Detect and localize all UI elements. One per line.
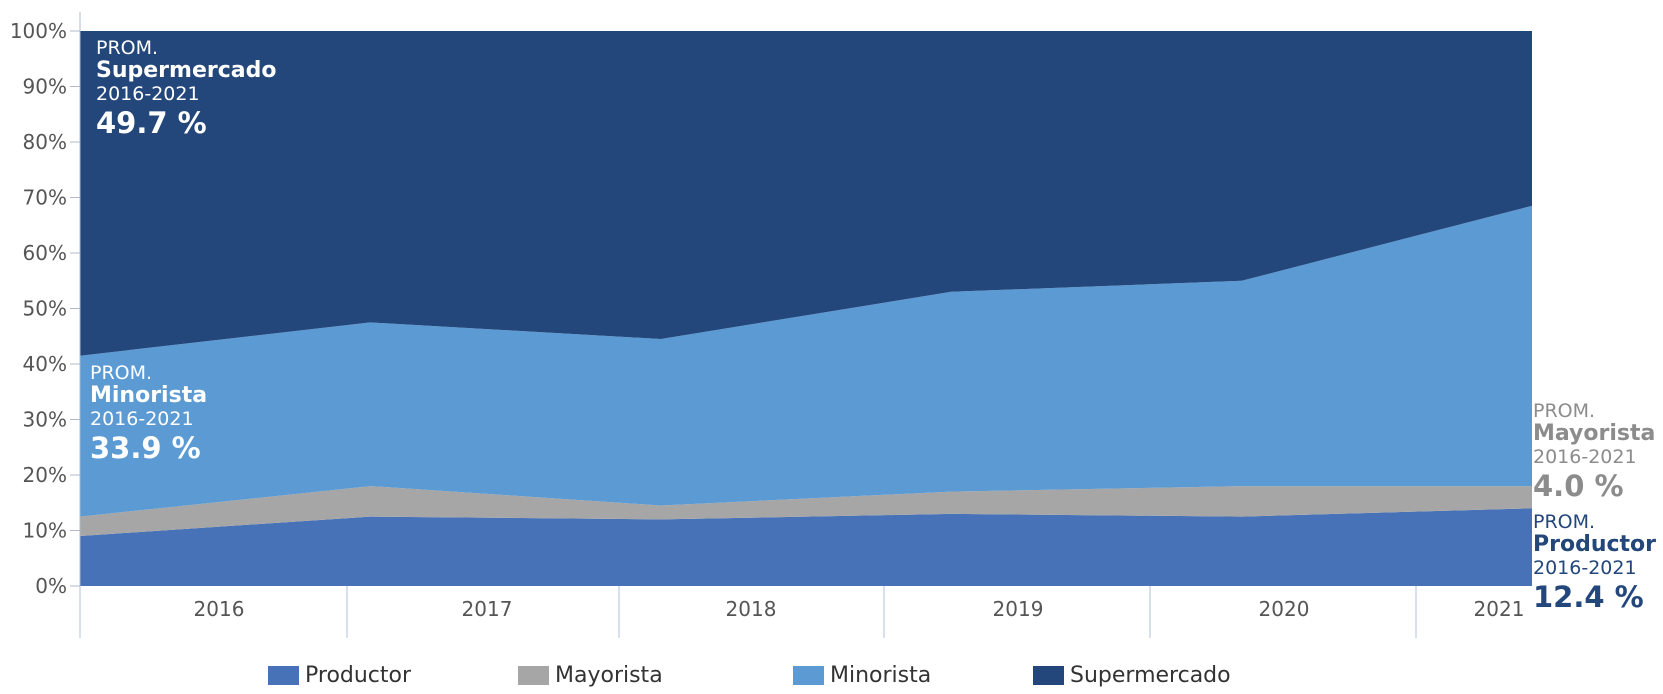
y-tick-label: 10%: [23, 519, 67, 543]
legend-label-supermercado: Supermercado: [1070, 662, 1231, 688]
annotation-minorista-name: Minorista: [90, 383, 208, 409]
legend-swatch-supermercado: [1033, 665, 1064, 685]
annotation-supermercado-name: Supermercado: [96, 58, 277, 84]
y-tick-label: 90%: [23, 75, 67, 99]
annotation-productor-name: Productor: [1533, 532, 1657, 558]
annotation-minorista-prefix: PROM.: [90, 362, 153, 384]
x-tick-label: 2017: [462, 597, 513, 621]
y-tick-label: 20%: [23, 463, 67, 487]
annotation-supermercado: PROM. Supermercado 2016-2021 49.7 %: [96, 37, 277, 141]
x-tick-label: 2018: [726, 597, 777, 621]
area-productor: [80, 508, 1532, 586]
legend-item-supermercado: Supermercado: [1033, 663, 1231, 688]
legend: Productor Mayorista Minorista Supermerca…: [268, 660, 1231, 690]
annotation-productor-prefix: PROM.: [1533, 511, 1596, 533]
legend-label-mayorista: Mayorista: [555, 662, 663, 688]
y-tick-label: 70%: [23, 186, 67, 210]
y-tick-label: 30%: [23, 408, 67, 432]
x-tick-label: 2021: [1474, 597, 1525, 621]
annotation-productor: PROM. Productor 2016-2021 12.4 %: [1533, 511, 1657, 615]
annotation-minorista-value: 33.9 %: [90, 431, 201, 466]
legend-swatch-mayorista: [518, 665, 549, 685]
axes: 0% 10% 20% 30% 40% 50% 60% 70% 80% 90% 100% 2016 201…: [10, 12, 1525, 638]
legend-label-minorista: Minorista: [830, 662, 932, 688]
legend-item-mayorista: Mayorista: [518, 663, 793, 688]
area-mayorista: [80, 486, 1532, 536]
y-tick-label: 0%: [35, 574, 67, 598]
y-tick-label: 50%: [23, 297, 67, 321]
legend-item-minorista: Minorista: [793, 663, 1033, 688]
annotation-supermercado-prefix: PROM.: [96, 37, 159, 59]
y-tick-label: 40%: [23, 352, 67, 376]
legend-swatch-productor: [268, 665, 299, 685]
annotation-minorista-period: 2016-2021: [90, 407, 194, 430]
area-supermercado: [80, 31, 1532, 356]
area-layers: [80, 31, 1532, 586]
annotation-mayorista-period: 2016-2021: [1533, 445, 1637, 468]
legend-swatch-minorista: [793, 665, 824, 685]
y-tick-label: 60%: [23, 241, 67, 265]
x-tick-label: 2016: [194, 597, 245, 621]
y-tick-label: 100%: [10, 19, 67, 43]
x-tick-label: 2020: [1259, 597, 1310, 621]
annotation-productor-value: 12.4 %: [1533, 580, 1644, 615]
annotation-supermercado-value: 49.7 %: [96, 106, 207, 141]
annotation-mayorista-name: Mayorista: [1533, 421, 1656, 447]
x-tick-label: 2019: [993, 597, 1044, 621]
annotation-mayorista-value: 4.0 %: [1533, 469, 1624, 504]
annotation-minorista: PROM. Minorista 2016-2021 33.9 %: [90, 362, 208, 466]
legend-item-productor: Productor: [268, 663, 518, 688]
annotation-mayorista: PROM. Mayorista 2016-2021 4.0 %: [1533, 400, 1656, 504]
legend-label-productor: Productor: [305, 662, 412, 688]
y-tick-label: 80%: [23, 130, 67, 154]
annotation-supermercado-period: 2016-2021: [96, 82, 200, 105]
annotation-productor-period: 2016-2021: [1533, 556, 1637, 579]
annotation-mayorista-prefix: PROM.: [1533, 400, 1596, 422]
area-minorista: [80, 205, 1532, 517]
